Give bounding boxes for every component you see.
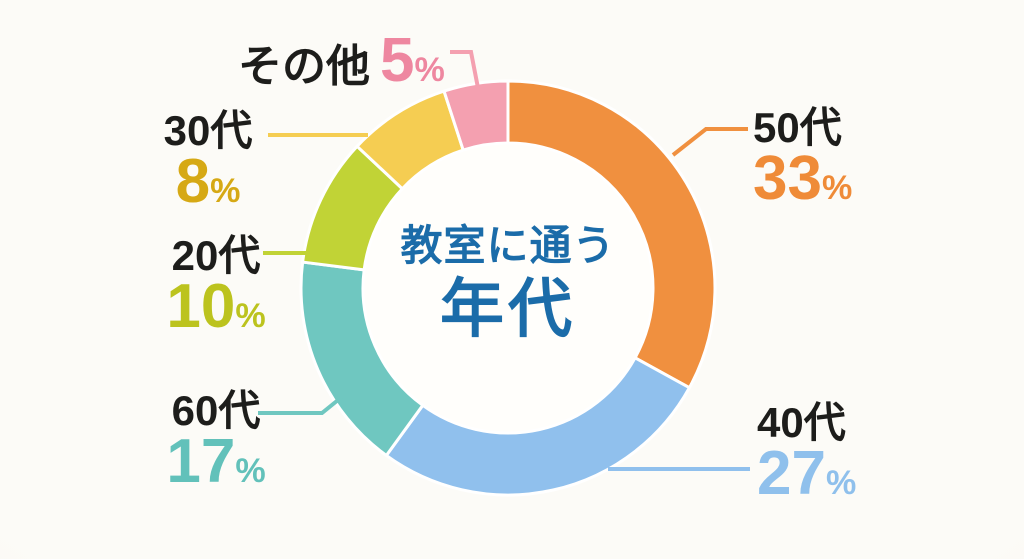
callout-others: その他 5% [238, 30, 445, 92]
callout-30s-percent-sign: % [210, 172, 241, 211]
callout-50s-value-number: 33 [753, 144, 822, 214]
callout-60s-value: 17% [131, 431, 301, 493]
leader-lines [258, 50, 750, 471]
callout-30s: 30代 8% [123, 107, 293, 213]
callout-30s-value-number: 8 [175, 147, 211, 217]
donut-segment-40代 [384, 356, 691, 497]
callout-20s-percent-sign: % [235, 297, 266, 336]
callout-others-value: 5% [380, 30, 445, 92]
donut-segment-その他 [442, 79, 510, 152]
leader-line-others [450, 50, 480, 89]
donut-segment-50代 [506, 79, 717, 390]
callout-20s-name: 20代 [171, 232, 261, 279]
callout-60s-value-number: 17 [166, 427, 236, 497]
callout-40s-value: 27% [757, 443, 856, 505]
callout-40s: 40代 27% [757, 399, 856, 505]
callout-30s-name: 30代 [163, 107, 253, 154]
callout-60s-percent-sign: % [235, 452, 266, 491]
leader-line-60s [258, 394, 345, 415]
callout-others-name: その他 [238, 42, 370, 91]
callout-20s-value: 10% [131, 276, 301, 338]
callout-others-percent-sign: % [414, 51, 445, 89]
callout-20s: 20代 10% [131, 232, 301, 338]
callout-20s-value-number: 10 [166, 272, 236, 342]
callout-40s-name: 40代 [757, 399, 846, 446]
callout-40s-value-number: 27 [757, 439, 826, 509]
leader-line-50s [671, 127, 748, 157]
donut-segments [299, 79, 717, 497]
callout-50s: 50代 33% [753, 104, 852, 210]
callout-50s-name: 50代 [753, 104, 842, 151]
callout-60s: 60代 17% [131, 387, 301, 493]
callout-60s-name: 60代 [171, 387, 261, 434]
callout-40s-percent-sign: % [825, 464, 857, 503]
callout-others-value-number: 5 [380, 26, 415, 95]
callout-30s-value: 8% [123, 151, 293, 213]
callout-50s-percent-sign: % [821, 169, 853, 208]
callout-50s-value: 33% [753, 148, 852, 210]
donut-hole [358, 138, 658, 438]
